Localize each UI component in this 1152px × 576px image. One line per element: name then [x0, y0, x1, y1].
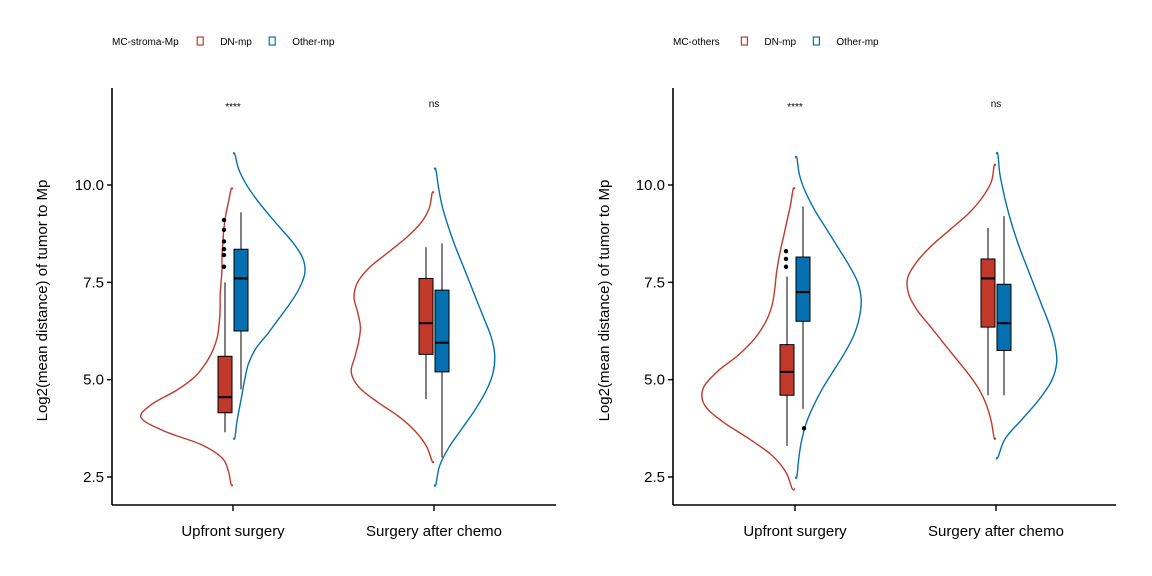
violin-dn: [701, 186, 796, 491]
outlier-point: [783, 264, 789, 269]
x-tick-label: Upfront surgery: [743, 523, 847, 540]
legend-label-other: Other-mp: [292, 37, 335, 48]
box-dn: [980, 258, 996, 328]
y-tick-label: 10.0: [636, 177, 665, 194]
outlier-point: [221, 247, 227, 252]
box-dn: [779, 344, 795, 396]
legend-key-dn: [196, 36, 204, 46]
violin-other: [794, 155, 862, 480]
box-other: [996, 283, 1012, 351]
outlier-point: [221, 239, 227, 244]
legend: MC-stroma-Mp DN-mp Other-mp: [112, 36, 335, 48]
significance-label: ns: [991, 99, 1002, 110]
legend-key-other: [812, 36, 821, 46]
y-axis-title: Log2(mean distance) of tumor to Mp: [34, 180, 51, 422]
violin-other: [995, 151, 1058, 460]
outlier-point: [801, 426, 807, 431]
chart-panel-1: MC-stroma-Mp DN-mp Other-mp 2.5 5.0 7.5 10.0 Lo…: [34, 36, 556, 540]
y-tick-label: 7.5: [644, 274, 665, 291]
y-tick-label: 5.0: [83, 372, 104, 389]
y-tick-label: 2.5: [83, 469, 104, 486]
y-tick-label: 2.5: [644, 469, 665, 486]
outlier-point: [221, 264, 227, 269]
y-axis-title: Log2(mean distance) of tumor to Mp: [596, 180, 613, 422]
chart-panel-2: MC-others DN-mp Other-mp 2.5 5.0 7.5 10.0 Log2(…: [596, 36, 1116, 540]
significance-label: ****: [787, 102, 803, 113]
y-tick-label: 5.0: [644, 372, 665, 389]
outlier-point: [783, 256, 789, 262]
legend-title: MC-others: [673, 37, 720, 48]
significance-label: ns: [429, 99, 440, 110]
box-dn: [217, 355, 233, 414]
y-tick-label: 7.5: [83, 274, 104, 291]
legend-key-dn: [740, 36, 749, 46]
violin-other: [232, 152, 306, 440]
x-tick-label: Surgery after chemo: [366, 523, 502, 540]
outlier-point: [221, 227, 227, 232]
violin-other: [433, 167, 496, 487]
violin-dn: [906, 163, 997, 440]
box-other: [795, 256, 811, 322]
outlier-point: [221, 252, 227, 258]
x-tick-label: Surgery after chemo: [928, 523, 1064, 540]
legend-title: MC-stroma-Mp: [112, 37, 179, 48]
violin-dn: [350, 191, 435, 464]
outlier-point: [221, 217, 227, 223]
box-other: [434, 289, 450, 373]
legend-key-other: [268, 36, 276, 46]
legend-label-other: Other-mp: [836, 37, 879, 48]
legend: MC-others DN-mp Other-mp: [673, 36, 879, 48]
box-dn: [418, 277, 434, 355]
significance-label: ****: [225, 102, 241, 113]
x-tick-label: Upfront surgery: [181, 523, 285, 540]
legend-label-dn: DN-mp: [764, 37, 796, 48]
y-tick-label: 10.0: [75, 177, 104, 194]
violin-dn: [139, 187, 234, 487]
outlier-point: [783, 248, 789, 254]
box-other: [233, 248, 249, 332]
legend-label-dn: DN-mp: [220, 37, 252, 48]
